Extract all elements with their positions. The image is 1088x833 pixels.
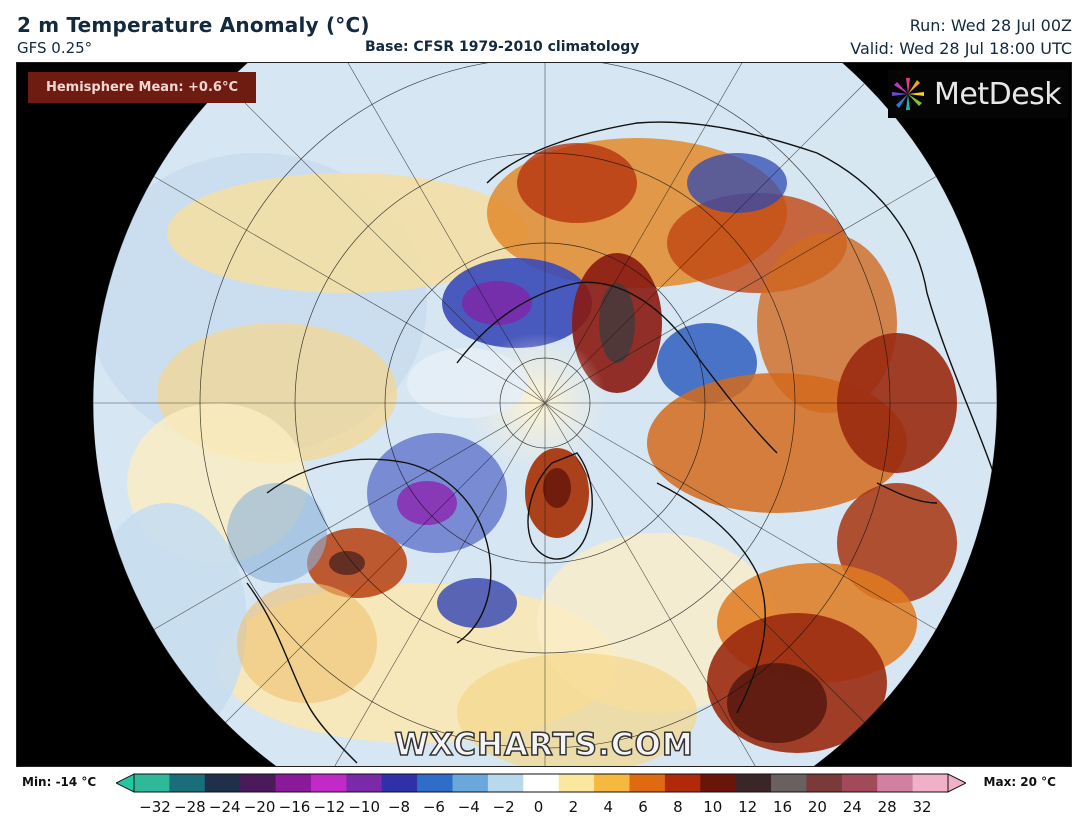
colorbar-segment bbox=[877, 774, 914, 792]
colorbar-tick-label: −2 bbox=[492, 798, 515, 816]
colorbar-tick-label: −8 bbox=[387, 798, 411, 816]
colorbar-tick-label: 10 bbox=[703, 798, 723, 816]
colorbar-min-arrow bbox=[116, 773, 135, 793]
colorbar-segment bbox=[487, 774, 524, 792]
colorbar-tick-label: 4 bbox=[603, 798, 613, 816]
colorbar-segment bbox=[275, 774, 312, 792]
colorbar-segment bbox=[204, 774, 241, 792]
colorbar-tick-label: 0 bbox=[533, 798, 544, 816]
colorbar-segment bbox=[629, 774, 666, 792]
climatology-base: Base: CFSR 1979-2010 climatology bbox=[365, 39, 640, 55]
colorbar-segment bbox=[346, 774, 383, 792]
colorbar-min-label: Min: -14 °C bbox=[22, 775, 97, 789]
colorbar-tick-label: 6 bbox=[638, 798, 648, 816]
colorbar-tick-label: −4 bbox=[457, 798, 480, 816]
colorbar-segment bbox=[735, 774, 772, 792]
colorbar-max-label: Max: 20 °C bbox=[983, 775, 1056, 789]
colorbar-segment bbox=[841, 774, 878, 792]
colorbar-segment bbox=[806, 774, 843, 792]
colorbar-tick-label: 8 bbox=[673, 798, 683, 816]
colorbar-tick-label: 20 bbox=[807, 798, 827, 816]
colorbar-tick-label: 12 bbox=[738, 798, 758, 816]
colorbar-tick-label: −10 bbox=[348, 798, 380, 816]
colorbar-tick-label: −20 bbox=[243, 798, 276, 816]
colorbar-max-arrow bbox=[947, 773, 966, 793]
map-panel[interactable] bbox=[16, 62, 1072, 767]
brand-name: MetDesk bbox=[934, 76, 1062, 112]
colorbar-tick-label: 28 bbox=[877, 798, 897, 816]
colorbar bbox=[116, 773, 966, 793]
colorbar-tick-label: 32 bbox=[912, 798, 932, 816]
colorbar-segment bbox=[310, 774, 347, 792]
colorbar-segment bbox=[558, 774, 595, 792]
colorbar-segment bbox=[134, 774, 170, 792]
colorbar-segment bbox=[771, 774, 807, 792]
metdesk-logo: MetDesk bbox=[888, 70, 1068, 118]
colorbar-tick-label: −6 bbox=[422, 798, 445, 816]
colorbar-tick-label: 16 bbox=[772, 798, 793, 816]
colorbar-tick-label: −16 bbox=[278, 798, 311, 816]
colorbar-segment bbox=[381, 774, 418, 792]
colorbar-tick-label: 2 bbox=[568, 798, 579, 816]
colorbar-tick-label: −32 bbox=[139, 798, 171, 816]
colorbar-segment bbox=[417, 774, 454, 792]
colorbar-segment bbox=[169, 774, 206, 792]
watermark: WXCHARTS.COM bbox=[394, 726, 694, 764]
colorbar-segment bbox=[452, 774, 489, 792]
colorbar-segment bbox=[664, 774, 701, 792]
colorbar-tick-label: −24 bbox=[208, 798, 241, 816]
chart-title: 2 m Temperature Anomaly (°C) bbox=[17, 13, 370, 37]
colorbar-segment bbox=[912, 774, 949, 792]
valid-time: Valid: Wed 28 Jul 18:00 UTC bbox=[850, 39, 1072, 58]
colorbar-segment bbox=[700, 774, 737, 792]
hemisphere-mean-badge: Hemisphere Mean: +0.6°C bbox=[28, 72, 256, 103]
colorbar-segment bbox=[523, 774, 560, 792]
colorbar-tick-label: 24 bbox=[842, 798, 862, 816]
colorbar-segment bbox=[594, 774, 630, 792]
polar-projection-map bbox=[17, 63, 1071, 766]
colorbar-tick-label: −28 bbox=[174, 798, 206, 816]
model-label: GFS 0.25° bbox=[17, 39, 93, 57]
colorbar-tick-label: −12 bbox=[313, 798, 346, 816]
colorbar-segment bbox=[240, 774, 277, 792]
pinwheel-logo-icon bbox=[892, 78, 924, 110]
colorbar-ticks: −32 −28 −24 −20 −16 −12 −10 −8 −6 −4 −2 0 2 4 6 8 10 12 16… bbox=[0, 798, 1088, 820]
run-time: Run: Wed 28 Jul 00Z bbox=[909, 16, 1072, 35]
